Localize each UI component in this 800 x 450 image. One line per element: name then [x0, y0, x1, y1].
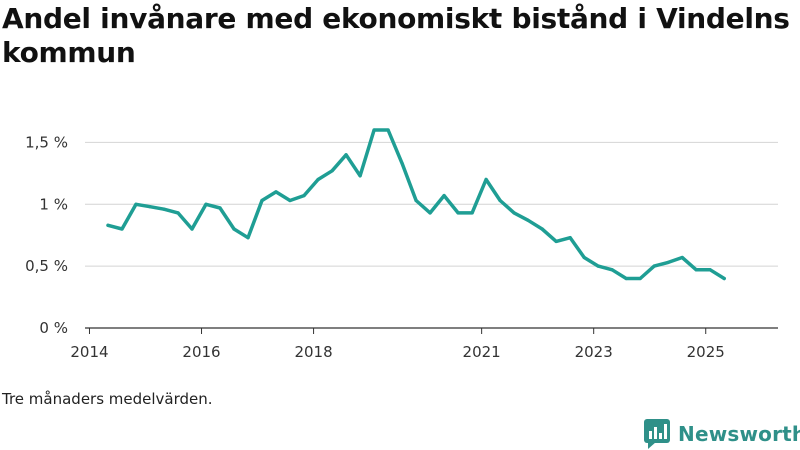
data-point — [190, 227, 194, 231]
x-axis: 2014 2016 2018 2021 2023 2025 — [70, 327, 778, 361]
y-tick-label: 1,5 % — [25, 133, 68, 151]
chart-caption: Tre månaders medelvärden. — [2, 390, 213, 408]
data-point — [106, 223, 110, 227]
x-tick-label: 2018 — [294, 343, 332, 361]
x-tick-label: 2016 — [182, 343, 220, 361]
data-point — [162, 207, 166, 211]
data-point — [134, 202, 138, 206]
data-point — [204, 202, 208, 206]
data-point — [274, 190, 278, 194]
y-tick-label: 1 % — [39, 195, 68, 213]
y-axis-ticks: 0 % 0,5 % 1 % 1,5 % — [25, 133, 68, 337]
data-point — [666, 260, 670, 264]
data-point — [596, 264, 600, 268]
data-point — [302, 194, 306, 198]
data-point — [568, 236, 572, 240]
data-point — [218, 206, 222, 210]
newsworthy-logo[interactable]: Newsworthy — [644, 418, 800, 450]
data-point — [428, 211, 432, 215]
data-point — [540, 227, 544, 231]
data-point — [288, 198, 292, 203]
x-tick-label: 2021 — [463, 343, 501, 361]
data-point — [400, 161, 404, 165]
data-point — [246, 236, 250, 240]
data-point — [358, 174, 362, 178]
newsworthy-chart-bubble-icon — [644, 419, 670, 449]
data-point — [372, 128, 376, 132]
data-point — [176, 211, 180, 215]
data-point — [470, 211, 474, 215]
data-point — [694, 268, 698, 272]
data-point — [708, 268, 712, 272]
data-point — [526, 218, 530, 222]
data-point — [414, 198, 418, 203]
data-point — [638, 276, 642, 281]
data-point — [484, 177, 488, 182]
data-point — [512, 211, 516, 215]
data-point — [148, 205, 152, 209]
x-tick-label: 2025 — [687, 343, 725, 361]
data-point — [456, 211, 460, 215]
data-point — [554, 239, 558, 243]
data-point — [680, 255, 684, 260]
data-point — [442, 194, 446, 198]
data-point — [330, 169, 334, 173]
y-tick-label: 0,5 % — [25, 257, 68, 275]
data-point — [722, 276, 726, 281]
series-layer — [106, 128, 726, 281]
data-point — [624, 276, 628, 281]
gridlines — [85, 141, 778, 267]
data-point — [316, 177, 320, 182]
x-tick-label: 2023 — [575, 343, 613, 361]
data-point — [582, 255, 586, 260]
data-point — [610, 268, 614, 272]
data-point — [386, 128, 390, 132]
y-tick-label: 0 % — [39, 319, 68, 337]
x-tick-label: 2014 — [70, 343, 108, 361]
data-point — [260, 198, 264, 203]
data-point — [120, 227, 124, 231]
data-point — [344, 153, 348, 157]
data-point — [652, 264, 656, 268]
data-point — [232, 227, 236, 231]
brand-name: Newsworthy — [678, 422, 800, 446]
data-point — [498, 198, 502, 203]
chart-title: Andel invånare med ekonomiskt bistånd i … — [2, 2, 790, 69]
